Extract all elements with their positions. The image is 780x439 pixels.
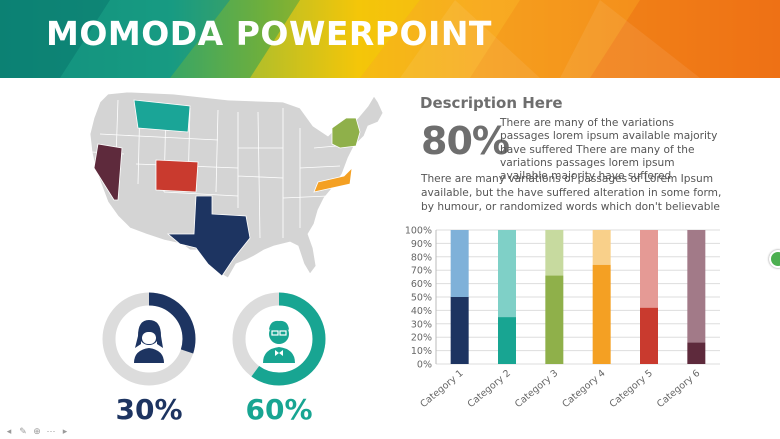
header-background [0,0,780,78]
y-tick-label: 50% [411,293,432,304]
donut-progress-female [102,292,196,386]
state-virginia [313,166,353,193]
donut-chart-female [102,292,196,386]
stacked-bar-chart: 0% 10% 20% 30% 40% 50% 60% 70% 80% 90% 100% Categor… [405,226,720,410]
y-tick-label: 30% [411,319,432,330]
description-paragraph-2: There are many variations of passages of… [421,173,722,213]
slideshow-toolbar: ◂ ✎ ⊕ ⋯ ▸ [0,422,70,439]
y-tick-label: 80% [411,252,432,263]
bar-value [687,342,706,364]
y-tick-label: 40% [411,306,432,317]
bar-value [498,317,516,364]
x-tick-label: Category 1 [418,368,465,410]
zoom-icon[interactable]: ⊕ [33,425,41,436]
y-tick-label: 60% [411,279,432,290]
usa-mainland [89,91,384,279]
next-slide-icon[interactable]: ▸ [62,425,68,436]
bar-value [545,275,564,364]
female-avatar-icon [134,320,164,363]
male-avatar-icon [263,320,295,363]
description-paragraph-1: There are many of the variations passage… [500,117,718,183]
state-new-york [331,117,361,149]
bar-remainder [545,230,564,276]
state-borders [91,99,359,239]
description-heading: Description Here [420,94,563,112]
donut-chart-male [232,292,326,386]
x-tick-label: Category 3 [513,368,560,410]
female-percent-label: 30% [115,393,183,426]
headline-percent: 80% [421,119,510,163]
bar-remainder [687,230,706,343]
x-tick-label: Category 2 [466,368,513,410]
bar-value [450,297,469,364]
bar-value [592,264,611,364]
x-tick-label: Category 6 [655,368,702,410]
y-tick-label: 0% [417,360,432,371]
male-percent-label: 60% [245,393,313,426]
y-tick-label: 100% [405,226,432,237]
y-tick-label: 10% [411,346,432,357]
page-title: MOMODA POWERPOINT [46,14,492,53]
state-nevada [93,143,123,201]
y-tick-label: 90% [411,239,432,250]
x-tick-label: Category 4 [560,368,607,410]
donut-progress-male [232,292,326,386]
state-montana [133,99,191,133]
usa-map [89,91,384,279]
bar-remainder [592,230,611,265]
menu-icon[interactable]: ⋯ [46,425,56,436]
pen-icon[interactable]: ✎ [19,425,27,436]
bar-remainder [640,230,658,308]
state-colorado [155,159,199,193]
prev-slide-icon[interactable]: ◂ [6,425,12,436]
header-banner: MOMODA POWERPOINT [0,0,780,78]
bar-remainder [450,230,469,297]
y-tick-label: 20% [411,333,432,344]
y-tick-label: 70% [411,266,432,277]
slide-nav-button[interactable] [769,250,780,268]
x-tick-label: Category 5 [608,368,655,410]
state-texas [166,195,251,277]
bar-remainder [498,230,516,318]
bar-value [640,307,658,364]
